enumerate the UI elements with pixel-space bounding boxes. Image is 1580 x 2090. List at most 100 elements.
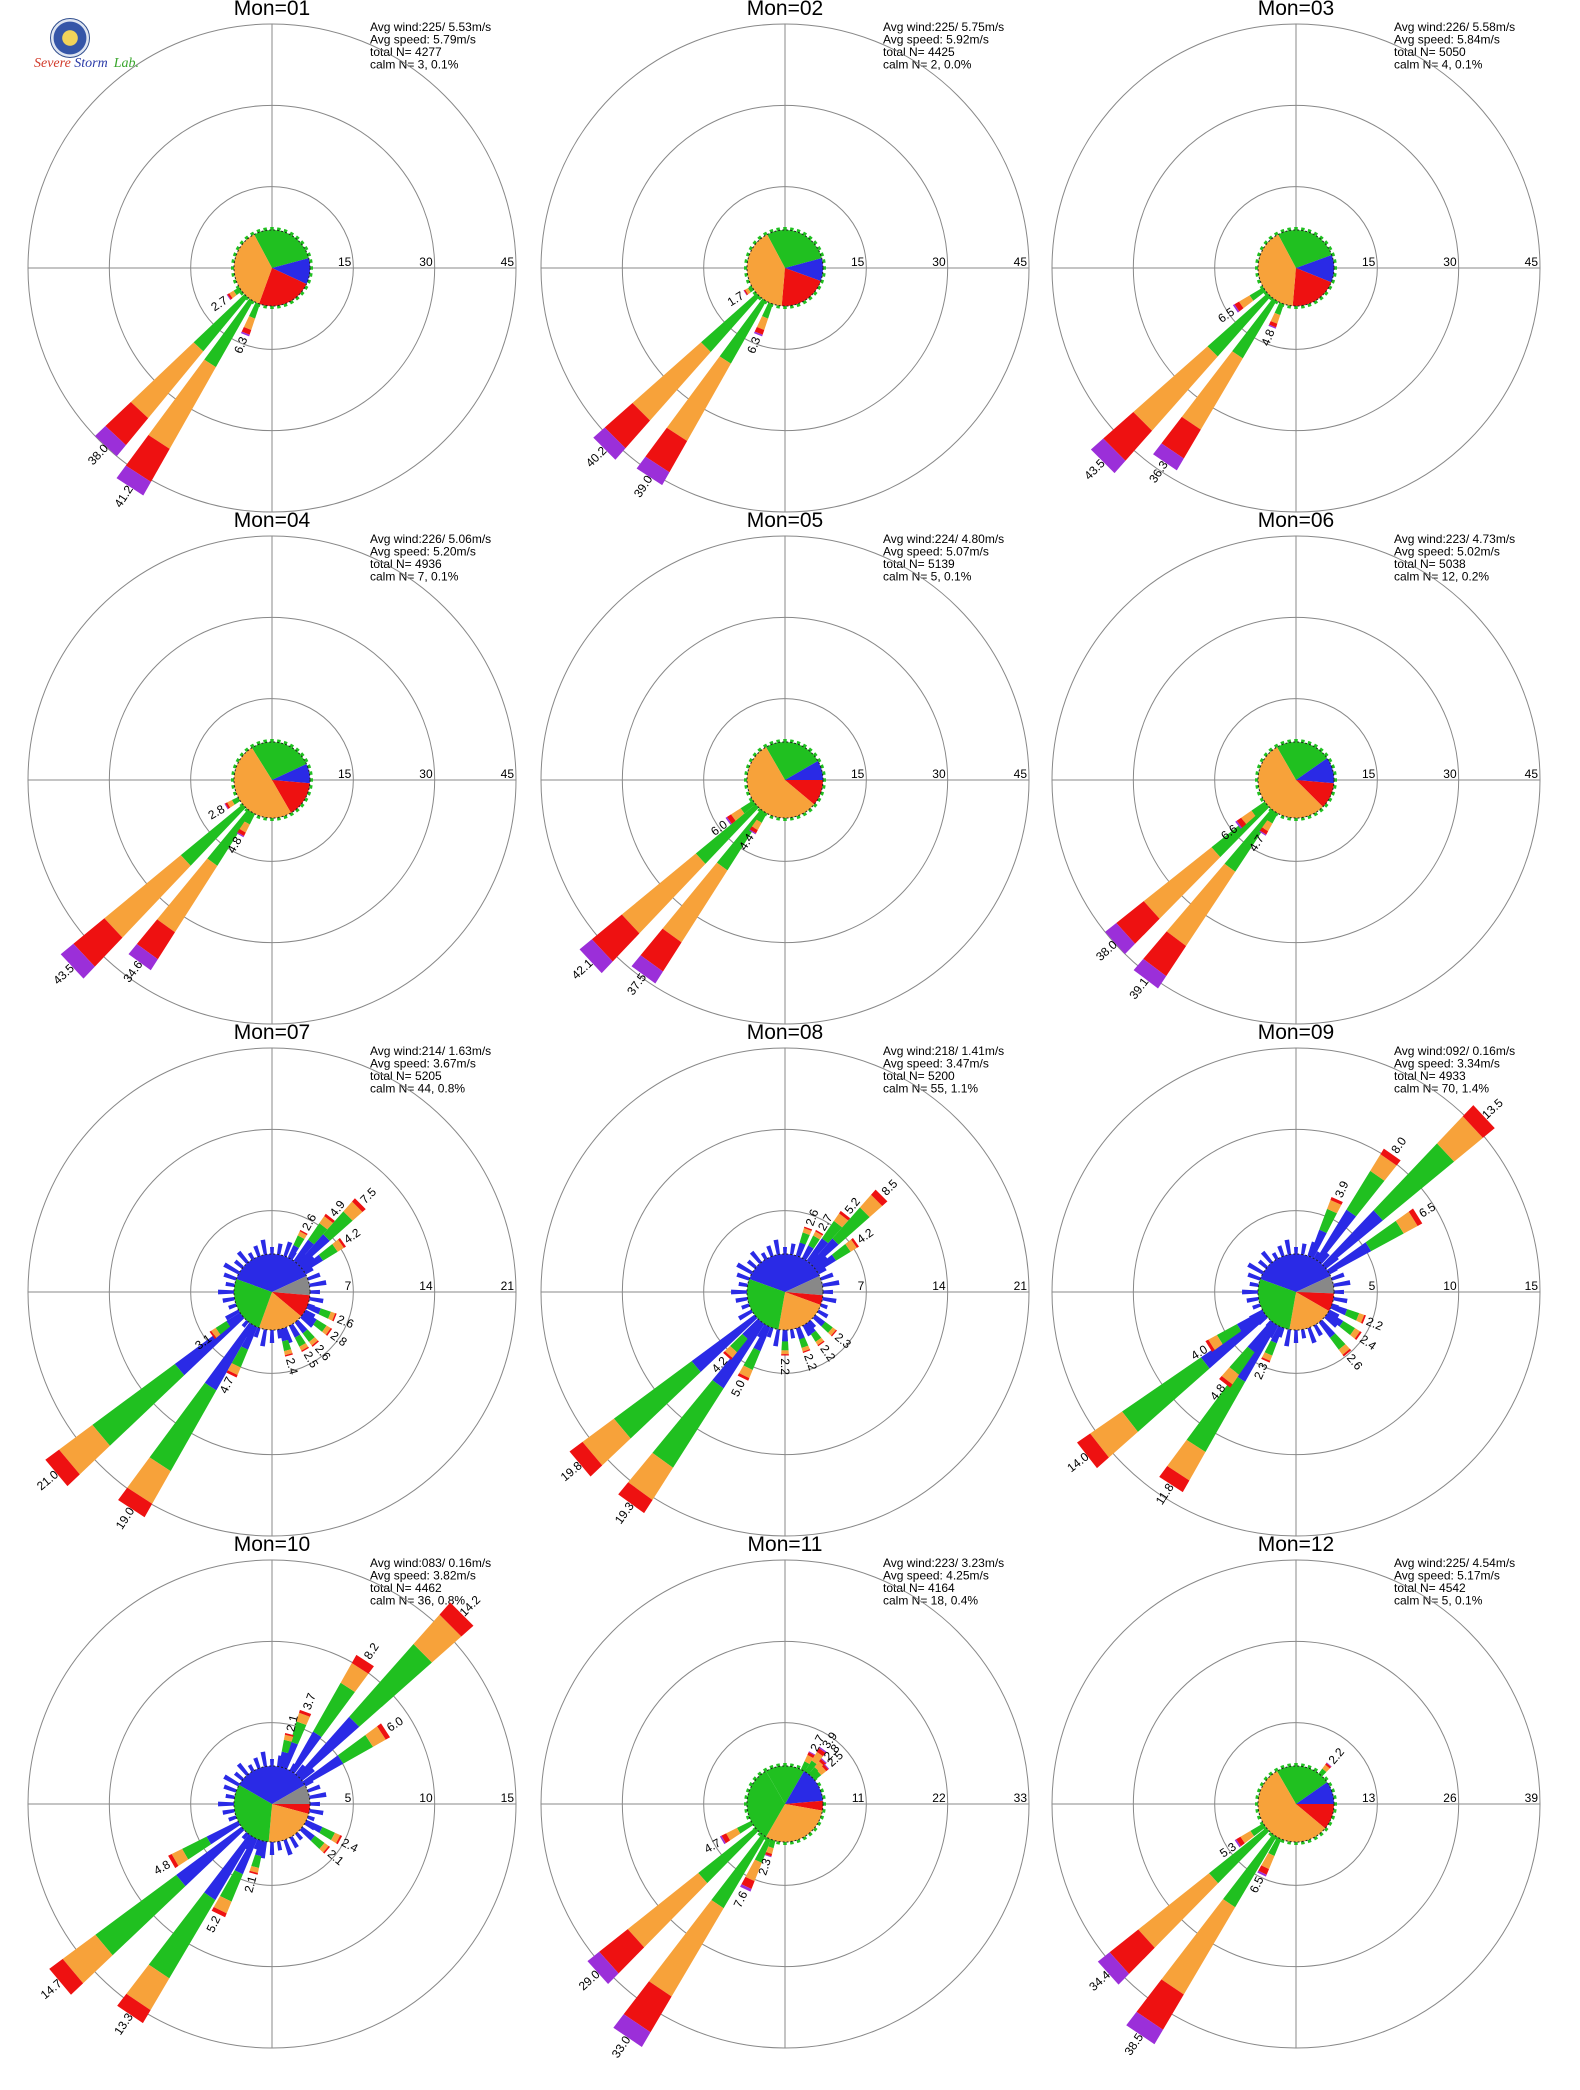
spike-bar [241,1325,258,1350]
pie-slice [746,1279,785,1330]
spike-bar [243,316,256,330]
fringe-bar [1259,1781,1264,1787]
spike-bar [756,810,767,823]
spike-label: 8.2 [361,1640,382,1662]
fringe-bar [239,240,244,245]
fringe-bar [817,1266,827,1275]
spike-bar [1330,1196,1343,1205]
spike-bar [701,293,760,352]
spike-bar [1234,1839,1241,1848]
fringe-bar [783,739,787,743]
spike-bar [587,1951,619,1985]
fringe-bar [300,1767,315,1781]
spike-bar [645,427,688,473]
stats-line: Avg speed: 4.25m/s [883,1569,989,1583]
fringe-bar [241,1832,249,1840]
fringe-bar [1268,1832,1273,1837]
fringe-bar [748,797,753,803]
spike-label: 2.3 [1251,1360,1271,1381]
ring-label: 21 [1014,1279,1028,1293]
fringe-bar [276,1329,283,1339]
fringe-bar [744,266,748,270]
spike-bar [244,811,256,825]
spike-bar [1309,1229,1327,1259]
fringe-bar [813,240,818,245]
spike-label: 2.6 [1344,1351,1366,1373]
pie-slice [272,1292,310,1317]
fringe-bar [253,1327,261,1338]
spike-bar [804,1754,814,1764]
spike-bar [1167,1439,1206,1481]
pie-slice [272,1804,310,1814]
stats-line: Avg speed: 3.47m/s [883,1057,989,1071]
spike-bar [351,1654,374,1674]
spike-label: 2.2 [1326,1745,1348,1767]
fringe-bar [1313,1767,1319,1772]
fringe-bar [1333,1289,1344,1295]
spike-bar [219,1870,243,1902]
fringe-bar [1263,240,1268,245]
spike-label: 2.1 [283,1713,301,1733]
fringe-bar [1324,752,1329,757]
spike-bar [1365,1220,1404,1252]
pie-outline [746,229,824,307]
fringe-bar [1328,285,1333,291]
spike-bar [815,1229,824,1236]
spike-bar [740,1884,752,1892]
fringe-bar [796,1764,801,1769]
fringe-bar [820,1303,828,1310]
spike-label: 2.2 [1364,1314,1385,1333]
fringe-bar [822,1296,837,1304]
spike-bar [839,1210,851,1221]
spike-bar [662,862,728,943]
fringe-bar [295,1764,306,1776]
fringe-bar [822,778,826,782]
fringe-bar [232,252,237,257]
fringe-bar [307,1272,321,1281]
fringe-bar [736,1262,753,1275]
spike-bar [698,1827,759,1884]
spike-bar [365,1726,386,1747]
fringe-bar [752,240,757,245]
spike-bar [800,1761,810,1772]
spike-bar [815,1337,824,1346]
spike-bar [1216,1324,1242,1345]
ring-label: 22 [932,1791,946,1805]
fringe-bar [260,1239,268,1255]
stats-line: calm N= 4, 0.1% [1394,58,1483,72]
fringe-bar [300,752,305,757]
spike-bar [294,1319,308,1334]
spike-bar [802,1349,811,1353]
fringe-bar [218,1801,235,1807]
fringe-bar [762,1767,768,1772]
panel-title: Mon=11 [748,1533,823,1556]
spike-bar [736,1820,754,1834]
fringe-bar [247,1252,255,1260]
stats-line: total N= 4462 [370,1581,442,1595]
fringe-bar [1284,1329,1292,1347]
pie-slice [234,1279,272,1328]
fringe-bar [270,817,274,821]
fringe-bar [289,1836,299,1849]
fringe-bar [304,245,309,251]
spike-bar [343,1201,363,1221]
pie-outline [233,1253,311,1331]
pie-slice [785,1800,824,1811]
spike-bar [832,1207,870,1245]
fringe-bar [1246,1296,1259,1303]
fringe-bar [766,1245,774,1257]
stats-line: Avg speed: 3.82m/s [370,1569,476,1583]
spike-bar [765,1852,773,1857]
spike-bar [768,1839,776,1849]
spike-bar [627,1873,708,1948]
spike-bar [801,1245,814,1261]
stats-line: calm N= 7, 0.1% [370,570,459,584]
fringe-bar [289,743,295,748]
spike-bar [831,1244,851,1261]
fringe-bar [1257,1259,1268,1269]
stats-line: Avg speed: 5.02m/s [1394,545,1500,559]
spike-bar [749,826,758,834]
spike-bar [1325,1762,1332,1769]
ring-label: 30 [1443,255,1457,269]
